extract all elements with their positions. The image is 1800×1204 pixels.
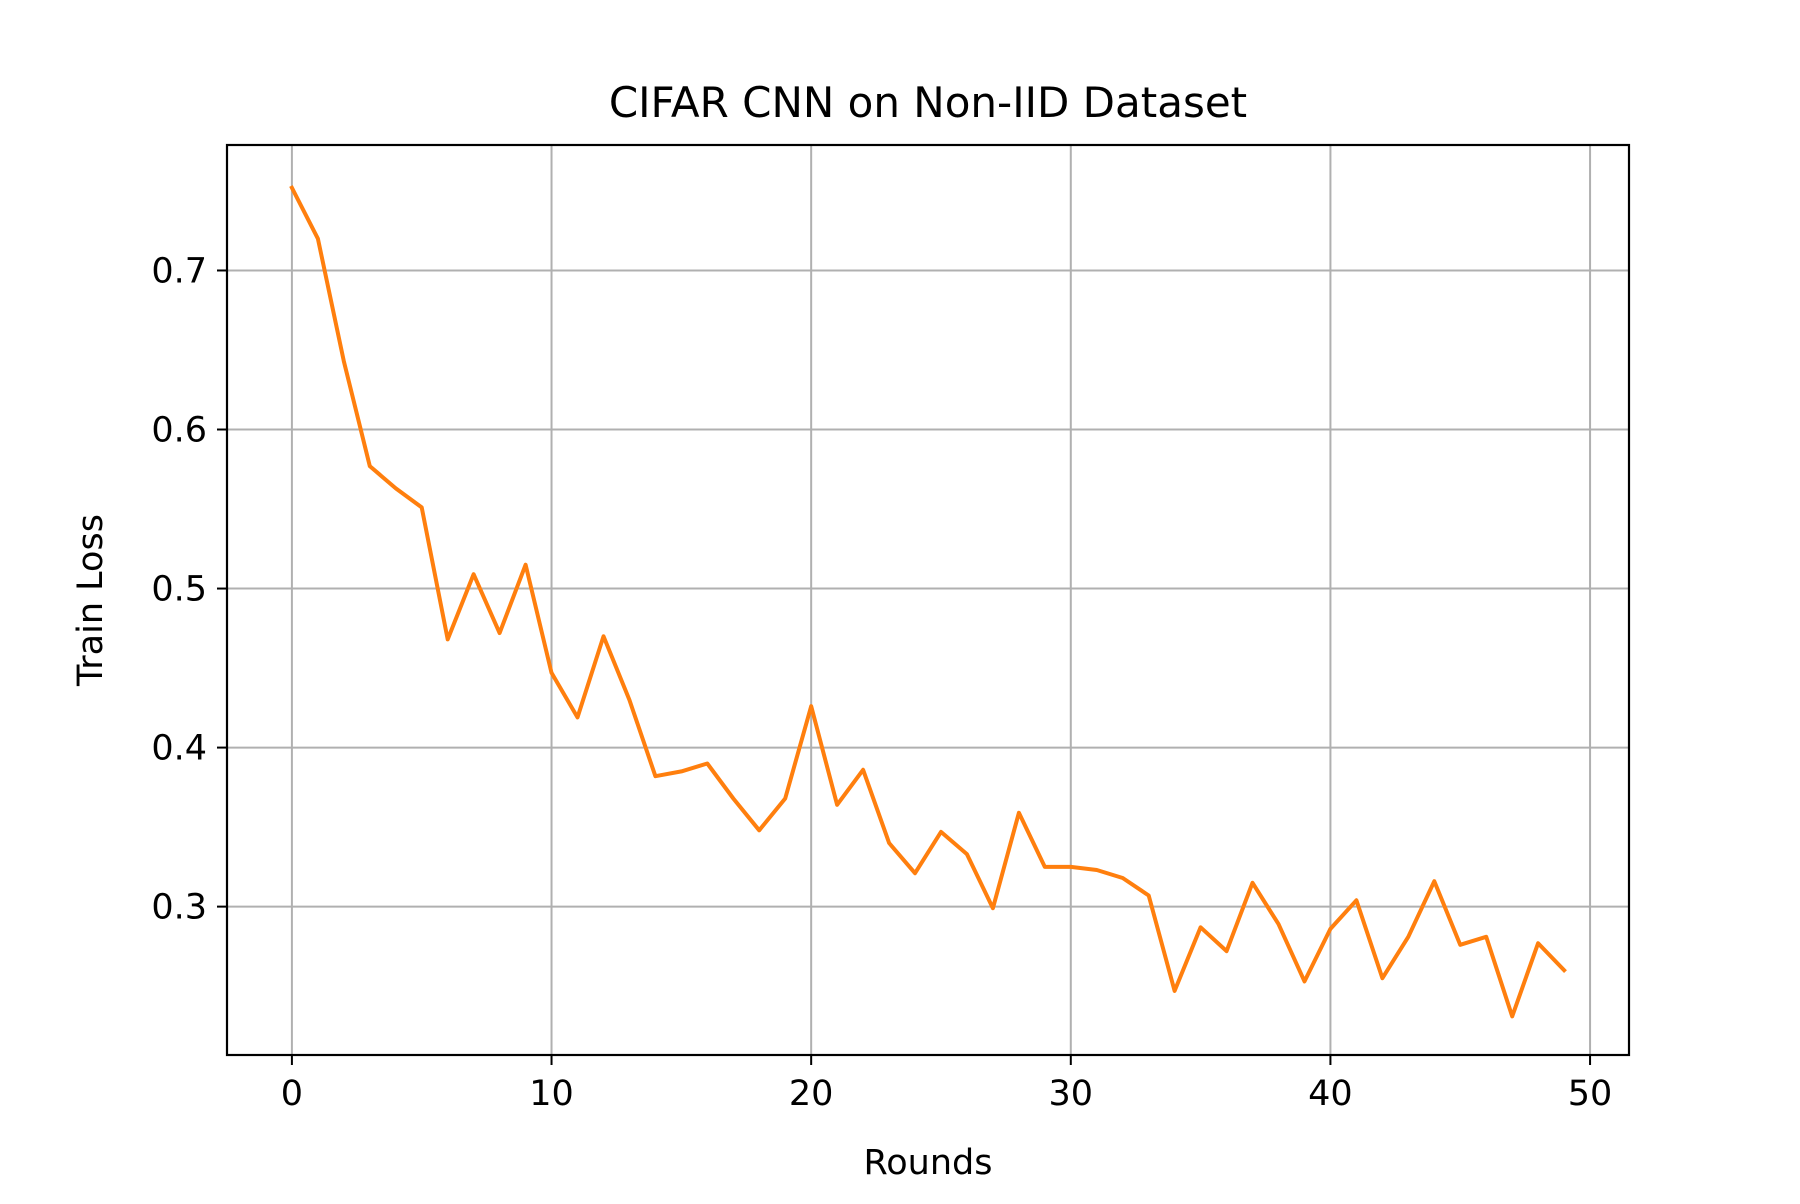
axis-ticks: 0 10 20 30 40 50 0.3 0.4 0.5 0.6 0.7 (151, 251, 1612, 1114)
chart-title: CIFAR CNN on Non-IID Dataset (609, 78, 1247, 127)
x-tick-label: 20 (789, 1074, 834, 1114)
y-tick-label: 0.6 (151, 411, 207, 451)
x-tick-label: 30 (1049, 1074, 1094, 1114)
x-tick-label: 0 (281, 1074, 303, 1114)
x-axis-title: Rounds (864, 1143, 993, 1183)
x-tick-label: 10 (529, 1074, 574, 1114)
x-tick-label: 50 (1568, 1074, 1613, 1114)
grid-lines (227, 145, 1629, 1055)
series-line (289, 185, 1567, 1019)
y-tick-label: 0.7 (151, 251, 207, 291)
x-tick-label: 40 (1308, 1074, 1353, 1114)
y-axis-title: Train Loss (71, 514, 111, 687)
y-tick-label: 0.3 (151, 888, 207, 928)
plot-frame (225, 143, 1631, 1057)
series-layer (289, 185, 1567, 1019)
y-tick-label: 0.5 (151, 570, 207, 610)
y-tick-label: 0.4 (151, 729, 207, 769)
